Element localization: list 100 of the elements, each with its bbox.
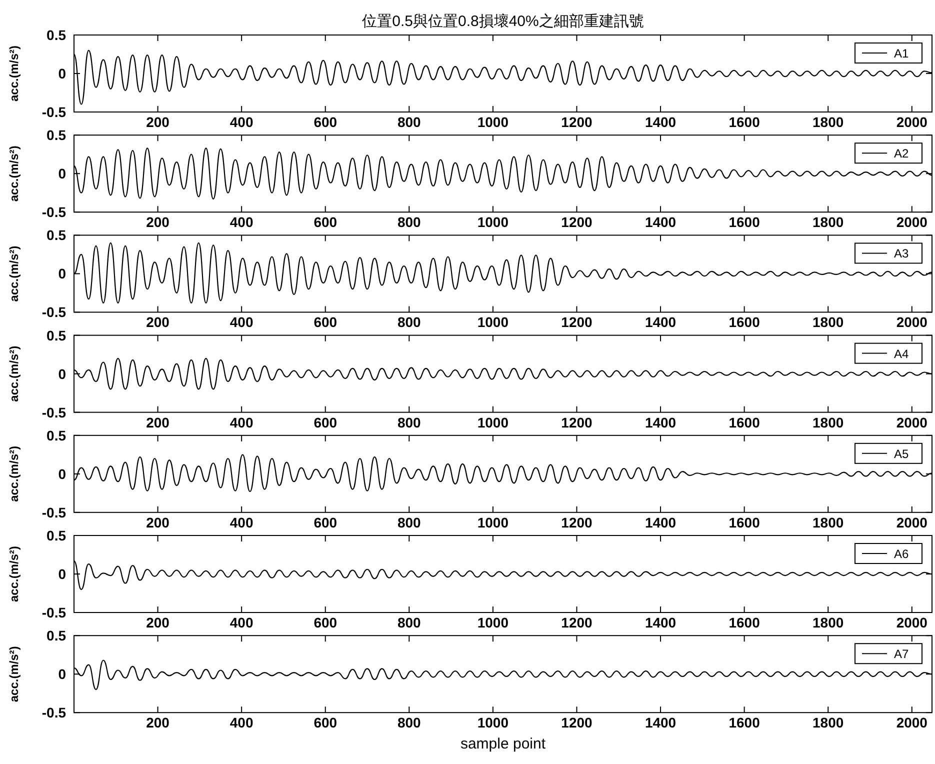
y-axis-title: acc.(m/s²) xyxy=(7,45,21,102)
x-tick-label: 1600 xyxy=(728,514,760,530)
x-tick-label: 1600 xyxy=(728,214,760,230)
legend: A4 xyxy=(854,342,922,364)
x-tick-label: 1000 xyxy=(477,114,509,130)
x-tick-label: 400 xyxy=(230,114,254,130)
x-tick-label: 600 xyxy=(314,214,338,230)
y-tick-label: -0.5 xyxy=(42,104,66,120)
x-tick-label: 600 xyxy=(314,614,338,630)
y-tick-label: 0 xyxy=(58,666,66,682)
x-tick-label: 1400 xyxy=(644,514,676,530)
x-tick-label: 1800 xyxy=(812,414,844,430)
x-tick-label: 800 xyxy=(397,414,422,430)
x-tick-label: 1800 xyxy=(812,214,844,230)
legend-label: A4 xyxy=(894,346,910,361)
y-tick-label: 0.5 xyxy=(46,127,66,144)
x-tick-label: 600 xyxy=(314,314,338,330)
x-tick-label: 1200 xyxy=(561,714,593,731)
legend: A6 xyxy=(854,543,922,564)
y-tick-label: 0.5 xyxy=(46,227,66,244)
x-tick-label: 1400 xyxy=(644,714,676,731)
x-tick-label: 1400 xyxy=(644,614,676,630)
y-tick-label: 0 xyxy=(58,466,66,482)
legend-label: A7 xyxy=(894,647,910,662)
x-tick-label: 2000 xyxy=(896,514,928,530)
legend: A5 xyxy=(854,442,922,464)
x-tick-label: 400 xyxy=(230,314,254,330)
legend: A1 xyxy=(854,42,922,64)
x-tick-label: 1600 xyxy=(728,414,760,430)
x-tick-label: 200 xyxy=(146,714,170,731)
legend-label: A5 xyxy=(894,446,910,461)
legend: A2 xyxy=(854,142,922,164)
y-tick-label: -0.5 xyxy=(42,404,66,420)
x-tick-label: 1200 xyxy=(561,314,593,330)
y-tick-label: -0.5 xyxy=(42,204,66,220)
x-tick-label: 2000 xyxy=(896,714,928,731)
x-tick-label: 2000 xyxy=(896,614,928,630)
x-tick-label: 1200 xyxy=(561,614,593,630)
legend: A3 xyxy=(854,242,922,264)
x-tick-label: 200 xyxy=(146,314,170,330)
y-axis-title: acc.(m/s²) xyxy=(7,446,21,502)
x-tick-label: 400 xyxy=(230,414,254,430)
chart-title: 位置0.5與位置0.8損壞40%之細部重建訊號 xyxy=(362,13,644,30)
x-tick-label: 1400 xyxy=(644,214,676,230)
x-tick-label: 1200 xyxy=(561,514,593,530)
y-tick-label: 0.5 xyxy=(46,27,66,43)
x-tick-label: 800 xyxy=(397,114,422,130)
x-tick-label: 600 xyxy=(314,514,338,530)
x-tick-label: 400 xyxy=(230,514,254,530)
y-tick-label: -0.5 xyxy=(42,504,66,520)
x-tick-label: 400 xyxy=(230,214,254,230)
x-tick-label: 1600 xyxy=(728,314,760,330)
x-tick-label: 200 xyxy=(146,214,170,230)
y-tick-label: 0.5 xyxy=(46,628,66,644)
x-tick-label: 1200 xyxy=(561,414,593,430)
x-tick-label: 200 xyxy=(146,414,170,430)
y-axis-title: acc.(m/s²) xyxy=(7,246,21,302)
x-tick-label: 1000 xyxy=(477,714,509,731)
legend-label: A2 xyxy=(894,146,910,161)
x-tick-label: 1400 xyxy=(644,414,676,430)
x-tick-label: 1000 xyxy=(477,614,509,630)
x-tick-label: 800 xyxy=(397,314,422,330)
y-tick-label: 0 xyxy=(58,566,66,582)
y-tick-label: -0.5 xyxy=(42,604,66,620)
y-axis-title: acc.(m/s²) xyxy=(7,646,21,702)
x-tick-label: 600 xyxy=(314,714,338,731)
x-tick-label: 1200 xyxy=(561,114,593,130)
x-tick-label: 800 xyxy=(397,714,422,731)
y-axis-title: acc.(m/s²) xyxy=(7,146,21,202)
y-tick-label: 0.5 xyxy=(46,427,66,444)
x-tick-label: 1800 xyxy=(812,314,844,330)
x-tick-label: 800 xyxy=(397,214,422,230)
x-tick-label: 2000 xyxy=(896,114,928,130)
x-tick-label: 800 xyxy=(397,614,422,630)
x-tick-label: 600 xyxy=(314,114,338,130)
legend: A7 xyxy=(854,643,922,664)
x-tick-label: 2000 xyxy=(896,414,928,430)
y-tick-label: -0.5 xyxy=(42,304,66,320)
x-tick-label: 1200 xyxy=(561,214,593,230)
x-tick-label: 1800 xyxy=(812,614,844,630)
x-tick-label: 400 xyxy=(230,714,254,731)
x-tick-label: 1800 xyxy=(812,514,844,530)
x-tick-label: 800 xyxy=(397,514,422,530)
x-axis-title: sample point xyxy=(460,736,546,753)
y-tick-label: -0.5 xyxy=(42,704,66,721)
x-tick-label: 600 xyxy=(314,414,338,430)
x-tick-label: 1400 xyxy=(644,314,676,330)
x-tick-label: 1600 xyxy=(728,114,760,130)
x-tick-label: 1000 xyxy=(477,414,509,430)
y-tick-label: 0 xyxy=(58,66,66,82)
x-tick-label: 1000 xyxy=(477,214,509,230)
y-tick-label: 0 xyxy=(58,266,66,282)
x-tick-label: 1600 xyxy=(728,714,760,731)
x-tick-label: 200 xyxy=(146,514,170,530)
x-tick-label: 1800 xyxy=(812,714,844,731)
x-tick-label: 200 xyxy=(146,114,170,130)
x-tick-label: 1000 xyxy=(477,514,509,530)
y-axis-title: acc.(m/s²) xyxy=(7,346,21,402)
x-tick-label: 1800 xyxy=(812,114,844,130)
y-tick-label: 0 xyxy=(58,366,66,382)
